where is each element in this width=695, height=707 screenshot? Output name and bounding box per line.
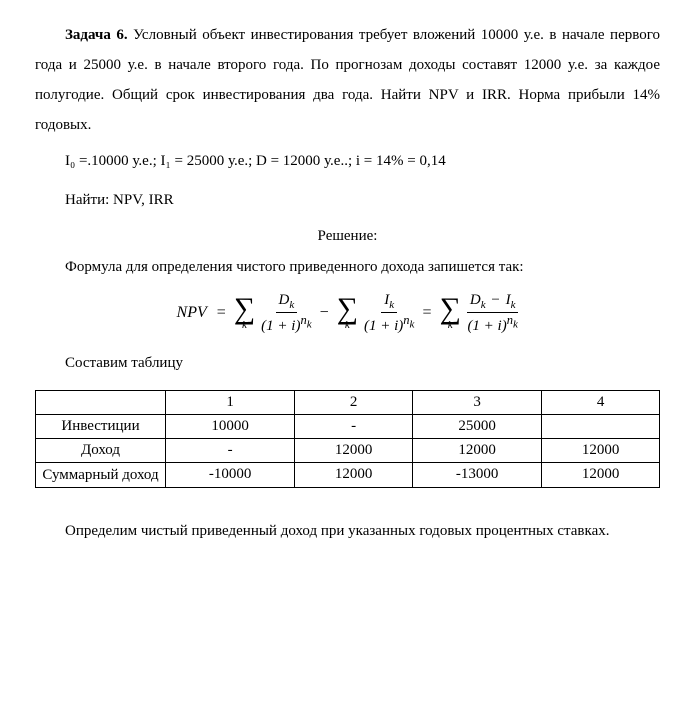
- row0-c4: [542, 414, 660, 438]
- header-col-4: 4: [542, 390, 660, 414]
- given-line: I₀ =.10000 у.е.; I₁ = 25000 у.е.; D = 12…: [35, 148, 660, 175]
- find-line: Найти: NPV, IRR: [35, 187, 660, 214]
- row0-c2: -: [295, 414, 413, 438]
- sigma-sub-2: k: [345, 320, 350, 331]
- equals-1: =: [217, 304, 226, 322]
- fraction-2: Ik (1 + i)nk: [364, 292, 414, 335]
- minus-op: −: [320, 304, 329, 322]
- conclusion-paragraph: Определим чистый приведенный доход при у…: [35, 516, 660, 546]
- sigma-3: ∑ k: [439, 295, 460, 331]
- header-col-2: 2: [295, 390, 413, 414]
- sigma-symbol-1: ∑: [234, 295, 255, 322]
- fraction-1: Dk (1 + i)nk: [261, 292, 311, 335]
- sigma-2: ∑ k: [337, 295, 358, 331]
- row1-c4: 12000: [542, 438, 660, 462]
- header-col-3: 3: [412, 390, 541, 414]
- frac2-num: Ik: [381, 292, 397, 313]
- formula-lhs: NPV: [177, 304, 207, 322]
- row2-c4: 12000: [542, 462, 660, 487]
- table-intro: Составим таблицу: [35, 355, 660, 372]
- header-col-1: 1: [166, 390, 295, 414]
- header-empty: [36, 390, 166, 414]
- row0-c1: 10000: [166, 414, 295, 438]
- row-label-1: Доход: [36, 438, 166, 462]
- table-header-row: 1 2 3 4: [36, 390, 660, 414]
- frac3-den: (1 + i)nk: [467, 313, 517, 335]
- task-paragraph: Задача 6. Условный объект инвестирования…: [35, 20, 660, 140]
- row2-c3: -13000: [412, 462, 541, 487]
- frac1-num: Dk: [276, 292, 298, 313]
- frac2-den: (1 + i)nk: [364, 313, 414, 335]
- row0-c3: 25000: [412, 414, 541, 438]
- row1-c2: 12000: [295, 438, 413, 462]
- fraction-3: Dk − Ik (1 + i)nk: [467, 292, 519, 335]
- frac3-num: Dk − Ik: [467, 292, 519, 313]
- row-label-0: Инвестиции: [36, 414, 166, 438]
- equals-2: =: [422, 304, 431, 322]
- sigma-sub-1: k: [242, 320, 247, 331]
- sigma-symbol-3: ∑: [439, 295, 460, 322]
- sigma-symbol-2: ∑: [337, 295, 358, 322]
- data-table: 1 2 3 4 Инвестиции 10000 - 25000 Доход -…: [35, 390, 660, 488]
- task-text: Условный объект инвестирования требует в…: [35, 27, 660, 133]
- row2-c1: -10000: [166, 462, 295, 487]
- formula-intro: Формула для определения чистого приведен…: [35, 259, 660, 276]
- solution-label: Решение:: [35, 228, 660, 245]
- row-label-2: Суммарный доход: [36, 462, 166, 487]
- row1-c1: -: [166, 438, 295, 462]
- task-label: Задача 6.: [65, 27, 128, 43]
- sigma-1: ∑ k: [234, 295, 255, 331]
- sigma-sub-3: k: [448, 320, 453, 331]
- frac1-den: (1 + i)nk: [261, 313, 311, 335]
- npv-formula: NPV = ∑ k Dk (1 + i)nk − ∑ k Ik (1 + i)n…: [35, 292, 660, 335]
- table-row: Суммарный доход -10000 12000 -13000 1200…: [36, 462, 660, 487]
- table-row: Инвестиции 10000 - 25000: [36, 414, 660, 438]
- table-row: Доход - 12000 12000 12000: [36, 438, 660, 462]
- row1-c3: 12000: [412, 438, 541, 462]
- row2-c2: 12000: [295, 462, 413, 487]
